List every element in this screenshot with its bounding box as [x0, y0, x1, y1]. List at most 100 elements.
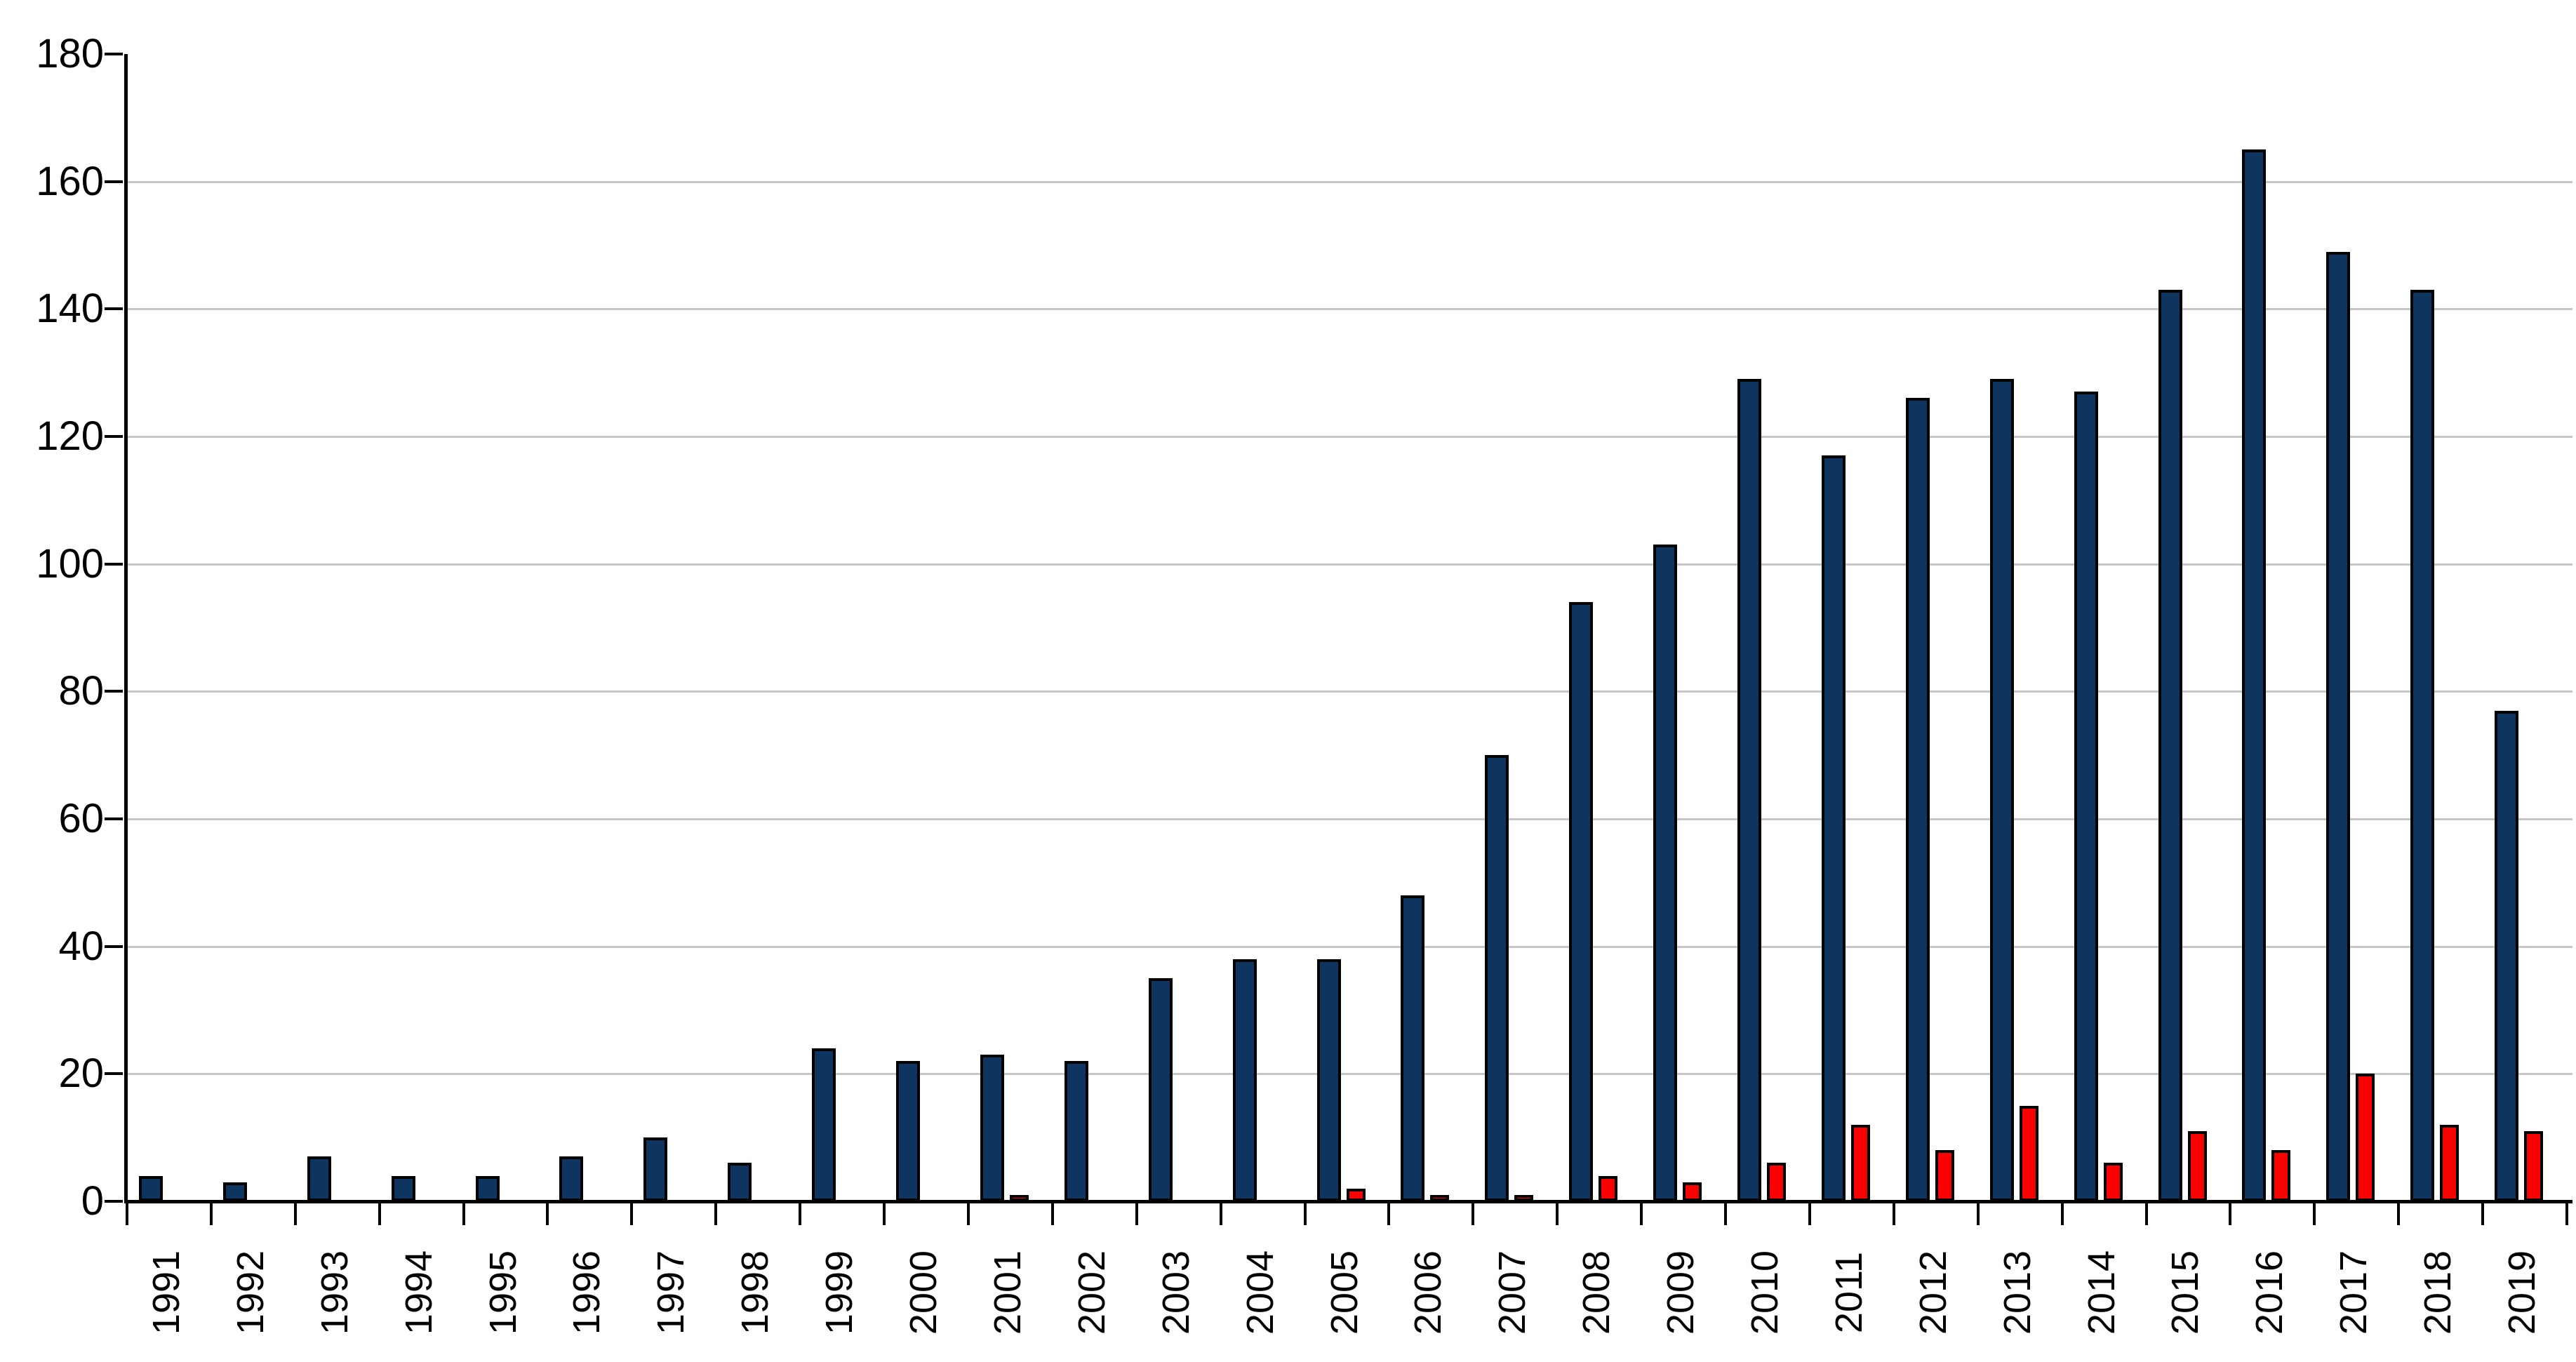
y-axis-label-100: 100 — [36, 540, 104, 587]
y-axis-label-0: 0 — [81, 1178, 104, 1224]
x-axis-label-1992: 1992 — [229, 1250, 272, 1335]
y-tick-180 — [105, 53, 123, 55]
x-tick-16 — [1471, 1203, 1475, 1225]
y-tick-140 — [105, 307, 123, 311]
bar-blue-2015 — [2158, 290, 2182, 1201]
x-axis-label-2000: 2000 — [902, 1250, 945, 1335]
x-tick-25 — [2229, 1203, 2232, 1225]
bar-red-2016 — [2271, 1150, 2290, 1201]
x-axis-label-2019: 2019 — [2501, 1250, 2544, 1335]
y-axis-label-40: 40 — [58, 923, 104, 969]
bar-blue-2011 — [1822, 455, 1846, 1201]
gridline-120 — [127, 436, 2572, 438]
bar-blue-2003 — [1149, 978, 1173, 1201]
y-tick-80 — [105, 690, 123, 693]
x-tick-29 — [2565, 1203, 2568, 1225]
x-axis-label-2006: 2006 — [1407, 1250, 1450, 1335]
bar-blue-1996 — [559, 1156, 583, 1201]
y-tick-60 — [105, 817, 123, 820]
y-axis-label-80: 80 — [58, 668, 104, 714]
x-axis-label-2010: 2010 — [1743, 1250, 1786, 1335]
x-axis-label-2005: 2005 — [1323, 1250, 1366, 1335]
x-axis-label-2018: 2018 — [2417, 1250, 2460, 1335]
bar-blue-2014 — [2074, 392, 2098, 1201]
bar-red-2005 — [1347, 1189, 1366, 1201]
x-axis-label-1995: 1995 — [481, 1250, 524, 1335]
y-axis-label-60: 60 — [58, 796, 104, 841]
bar-red-2014 — [2104, 1163, 2123, 1201]
x-tick-5 — [546, 1203, 549, 1225]
x-tick-27 — [2397, 1203, 2401, 1225]
bar-red-2013 — [2020, 1106, 2038, 1201]
bar-blue-2008 — [1569, 602, 1593, 1201]
gridline-140 — [127, 308, 2572, 311]
gridline-20 — [127, 1073, 2572, 1076]
y-tick-40 — [105, 944, 123, 948]
bar-blue-2005 — [1317, 959, 1341, 1201]
y-axis-label-180: 180 — [36, 31, 104, 76]
x-axis-label-2001: 2001 — [986, 1250, 1029, 1335]
bar-blue-1994 — [392, 1176, 415, 1201]
bar-blue-1995 — [476, 1176, 500, 1201]
x-tick-23 — [2060, 1203, 2064, 1225]
x-axis-label-2003: 2003 — [1154, 1250, 1197, 1335]
y-axis-label-20: 20 — [58, 1050, 104, 1097]
bar-red-2011 — [1851, 1125, 1870, 1201]
x-axis-label-1996: 1996 — [566, 1250, 608, 1335]
x-tick-20 — [1808, 1203, 1811, 1225]
x-tick-24 — [2144, 1203, 2148, 1225]
x-axis-label-2016: 2016 — [2248, 1250, 2291, 1335]
x-axis-label-2012: 2012 — [1911, 1250, 1954, 1335]
bar-blue-1993 — [307, 1156, 331, 1201]
bar-blue-2001 — [980, 1055, 1004, 1201]
x-tick-10 — [966, 1203, 970, 1225]
x-axis-label-1991: 1991 — [145, 1250, 187, 1335]
gridline-160 — [127, 180, 2572, 183]
bar-blue-2013 — [1990, 379, 2014, 1201]
gridline-60 — [127, 818, 2572, 820]
gridline-80 — [127, 690, 2572, 693]
x-axis-label-2002: 2002 — [1070, 1250, 1113, 1335]
x-axis-label-1999: 1999 — [818, 1250, 861, 1335]
bar-red-2019 — [2524, 1131, 2543, 1201]
x-tick-18 — [1640, 1203, 1643, 1225]
bar-blue-1999 — [812, 1048, 836, 1201]
x-axis-label-1997: 1997 — [650, 1250, 693, 1335]
y-axis-line — [124, 54, 128, 1203]
x-axis-label-1993: 1993 — [313, 1250, 356, 1335]
bar-blue-1991 — [139, 1176, 163, 1201]
y-axis-label-140: 140 — [36, 286, 104, 332]
bar-red-2018 — [2440, 1125, 2459, 1201]
x-axis-label-2009: 2009 — [1660, 1250, 1702, 1335]
x-axis-label-1994: 1994 — [397, 1250, 440, 1335]
gridline-40 — [127, 945, 2572, 948]
y-tick-160 — [105, 180, 123, 183]
x-tick-22 — [1976, 1203, 1980, 1225]
x-tick-8 — [799, 1203, 802, 1225]
x-tick-11 — [1050, 1203, 1054, 1225]
bar-blue-2006 — [1401, 895, 1424, 1201]
bar-blue-1997 — [643, 1137, 667, 1201]
x-tick-12 — [1135, 1203, 1138, 1225]
x-tick-13 — [1219, 1203, 1222, 1225]
x-tick-19 — [1724, 1203, 1728, 1225]
x-axis-label-2004: 2004 — [1239, 1250, 1281, 1335]
x-tick-14 — [1303, 1203, 1307, 1225]
x-axis-label-2011: 2011 — [1827, 1251, 1870, 1334]
bar-blue-2018 — [2410, 290, 2434, 1201]
x-tick-9 — [883, 1203, 886, 1225]
bar-red-2017 — [2356, 1074, 2375, 1201]
y-tick-120 — [105, 435, 123, 438]
x-tick-21 — [1892, 1203, 1895, 1225]
bar-blue-1998 — [728, 1163, 752, 1201]
bar-blue-2016 — [2242, 149, 2266, 1201]
x-tick-15 — [1387, 1203, 1391, 1225]
x-tick-4 — [462, 1203, 465, 1225]
y-tick-0 — [105, 1200, 123, 1203]
x-tick-17 — [1556, 1203, 1559, 1225]
x-tick-2 — [293, 1203, 297, 1225]
x-axis-label-2017: 2017 — [2333, 1250, 2375, 1335]
y-tick-20 — [105, 1072, 123, 1076]
x-axis-label-2015: 2015 — [2164, 1250, 2207, 1335]
